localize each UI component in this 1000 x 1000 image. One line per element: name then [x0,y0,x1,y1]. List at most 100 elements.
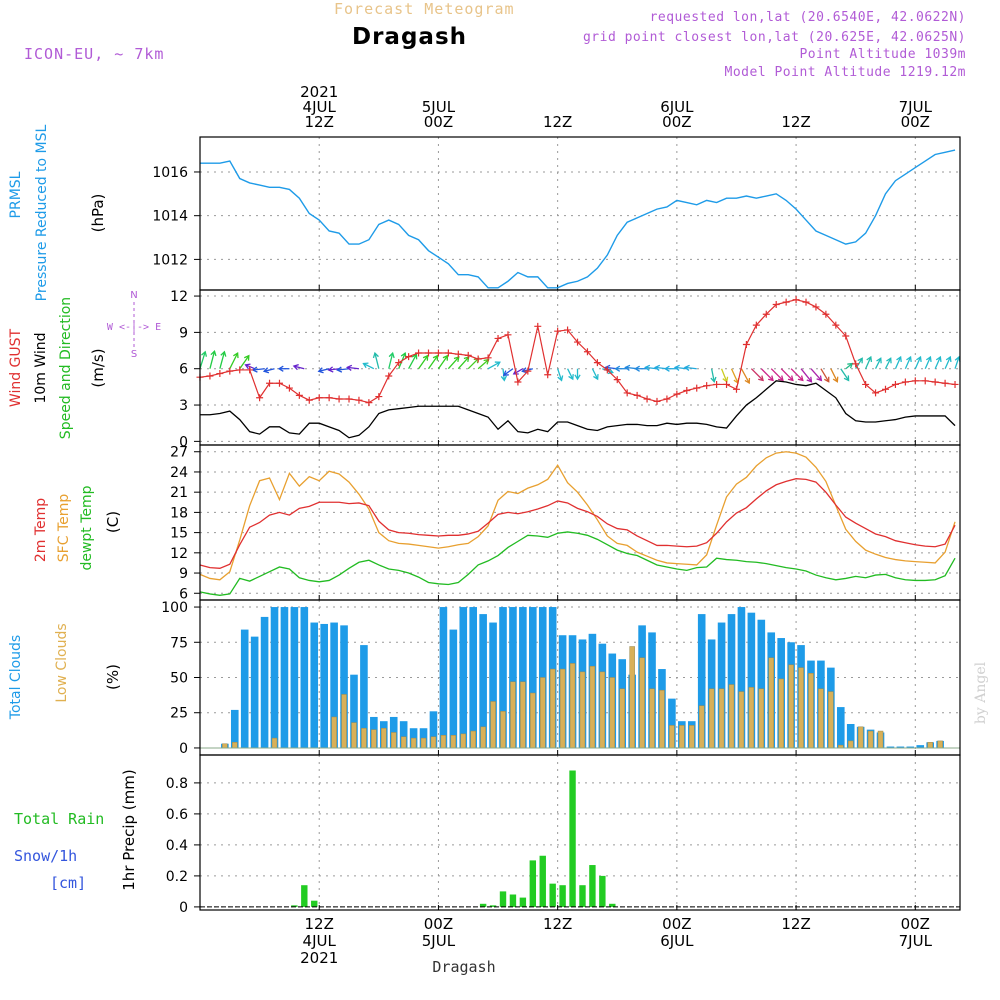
wind-gust-marker [504,331,512,339]
pressure-label-prmsl: PRMSL [8,171,24,218]
cloud-low-bar [798,667,804,749]
cloud-low-bar [559,668,566,749]
wind-arrow-head [653,364,661,371]
wind-arrow-head [816,375,823,382]
precip-ytick-label: 0 [179,900,188,916]
cloud-low-bar [549,668,556,749]
wind-gust-marker [444,349,452,357]
precip-label-rain: Total Rain [14,810,104,828]
wind-arrow-head [663,365,670,372]
cloud-low-bar [828,691,834,749]
wind-direction-arrow [318,368,330,372]
cloud-total-bar [300,607,309,748]
wind-gust-marker [464,351,472,359]
wind-direction-arrow [830,368,838,383]
wind-gust-marker [732,385,740,393]
wind-arrow-head [644,364,651,371]
cloud-low-bar [609,677,616,749]
wind-gust-marker [524,367,532,375]
rain-bar [529,860,537,907]
wind-arrow-head [244,354,250,361]
compass-north: N [130,290,137,301]
temp-unit: (C) [104,511,122,533]
temp-ytick-label: 24 [170,465,188,481]
wind-gust-marker [385,372,393,380]
wind-gust-marker [742,340,750,348]
precip-label-cm: [cm] [50,874,86,892]
wind-arrow-head [624,364,631,371]
requested-coords: requested lon,lat (20.6540E, 42.0622N) [649,10,966,25]
wind-direction-arrow [457,356,470,370]
cloud-low-bar [420,737,427,749]
cloud-total-bar [270,607,279,748]
wind-arrow-head [277,365,284,372]
wind-gust-marker [246,366,254,374]
wind-gust-marker [921,377,929,385]
wind-gust-marker [494,334,502,342]
wind-arrow-head [262,367,270,374]
wind-arrow-head [593,374,599,381]
wind-direction-arrow [820,368,830,383]
wind-gust-marker [315,394,323,402]
precip-unit: 1hr Precip (mm) [120,769,138,890]
wind-direction-arrow [810,368,822,381]
wind-direction-arrow [874,358,882,370]
wind-direction-arrow [645,366,658,370]
cloud-total-bar [469,607,478,748]
top-time-label: 12Z [781,113,810,131]
wind-gust-marker [703,382,711,390]
model-label: ICON-EU, ~ 7km [24,45,165,63]
cloud-total-bar [896,746,905,748]
wind-direction-arrow [840,368,850,381]
cloud-low-bar [748,687,755,749]
temp-ytick-label: 15 [170,526,188,542]
cloud-low-bar [937,740,943,749]
cloud-low-bar [500,711,506,749]
wind-arrow-head [925,355,932,363]
wind-gust-marker [583,348,591,356]
precip-panel: 0 0.2 0.4 0.6 0.8 [166,755,960,916]
top-time-label: 00Z [662,113,691,131]
wind-gust-marker [832,321,840,329]
wind-direction-arrow [199,351,206,369]
wind-arrow-head [500,375,507,382]
wind-gust-marker [355,396,363,404]
cloud-total-bar [260,616,269,748]
wind-direction-arrow [740,368,750,384]
precip-ytick-label: 0.8 [166,776,188,792]
cloud-low-bar [510,681,516,749]
cloud-low-bar [589,665,596,749]
bottom-time-label: 2021 [300,949,338,967]
wind-gust-marker [872,389,880,397]
wind-arrow-head [710,376,717,383]
cloud-low-bar [400,736,407,749]
cloud-low-bar [808,673,814,749]
cloud-low-bar [351,722,357,749]
wind-gust-marker [405,353,413,361]
cloud-low-bar [341,694,347,749]
wind-gust-marker [514,378,522,386]
cloud-total-bar [230,709,239,748]
precip-ytick-label: 0.4 [166,838,188,854]
wind-arrow-head [220,350,227,357]
rain-bar [499,891,507,907]
wind-arrow-head [502,370,509,376]
bottom-time-label: 12Z [781,915,810,933]
clouds-ytick-label: 25 [170,706,188,722]
wind-arrow-head [336,366,343,373]
cloud-total-bar [240,629,249,748]
cloud-total-bar [250,636,259,748]
rain-bar [291,905,298,907]
wind-direction-arrow [591,368,599,380]
cloud-total-bar [846,724,855,748]
cloud-low-bar [857,726,864,749]
wind-gust-marker [226,367,234,375]
wind-gust-marker [256,394,264,402]
wind-arrow-head [201,350,208,357]
temp-ytick-label: 18 [170,505,188,521]
wind-arrow-head [673,364,680,371]
cloud-low-bar [679,725,685,749]
wind-direction-arrow [800,368,812,383]
wind-arrow-head [767,375,774,382]
precip-label-snow: Snow/1h [14,847,77,865]
